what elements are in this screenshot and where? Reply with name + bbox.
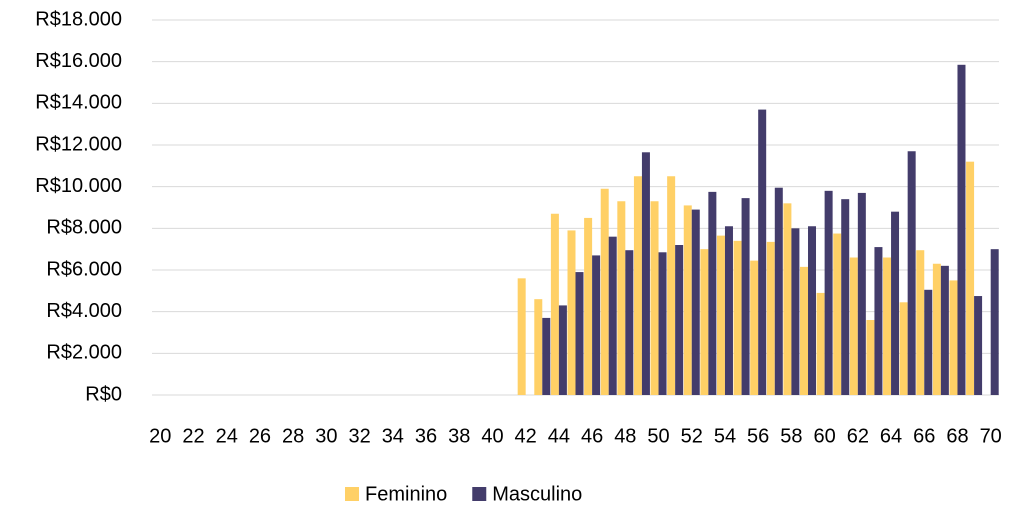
- bar: [833, 233, 842, 395]
- bar: [990, 249, 999, 395]
- bar: [824, 190, 833, 395]
- legend-label: Masculino: [492, 483, 582, 505]
- bar: [700, 249, 709, 395]
- bar: [683, 205, 692, 395]
- bar: [675, 245, 684, 395]
- x-tick-label: 60: [813, 425, 835, 447]
- bar: [841, 199, 850, 395]
- x-tick-label: 30: [315, 425, 337, 447]
- bar: [658, 252, 667, 395]
- bar: [866, 320, 875, 395]
- legend-swatch: [345, 487, 359, 501]
- bar: [592, 255, 601, 395]
- x-tick-label: 40: [481, 425, 503, 447]
- bar: [899, 302, 908, 395]
- x-tick-label: 66: [913, 425, 935, 447]
- bar: [916, 250, 925, 395]
- y-tick-label: R$10.000: [35, 175, 122, 197]
- bar: [974, 296, 983, 395]
- x-tick-label: 36: [415, 425, 437, 447]
- y-tick-label: R$8.000: [46, 217, 122, 239]
- bar: [558, 305, 567, 395]
- x-tick-label: 32: [348, 425, 370, 447]
- bar: [758, 109, 767, 395]
- bar: [517, 278, 526, 395]
- x-tick-label: 48: [614, 425, 636, 447]
- bar: [633, 176, 642, 395]
- bar: [575, 272, 584, 395]
- bar: [816, 292, 825, 395]
- x-tick-label: 56: [747, 425, 769, 447]
- y-tick-label: R$12.000: [35, 133, 122, 155]
- bar: [774, 187, 783, 395]
- x-tick-label: 58: [780, 425, 802, 447]
- bar: [691, 209, 700, 395]
- bar: [542, 317, 551, 395]
- bar: [741, 198, 750, 395]
- bar: [849, 257, 858, 395]
- bar: [567, 230, 576, 395]
- x-tick-label: 34: [382, 425, 404, 447]
- bar: [924, 289, 933, 395]
- bar: [641, 152, 650, 395]
- x-tick-label: 28: [282, 425, 304, 447]
- bar: [716, 235, 725, 395]
- x-tick-label: 52: [681, 425, 703, 447]
- x-tick-label: 22: [182, 425, 204, 447]
- bar: [800, 266, 809, 395]
- x-tick-label: 62: [847, 425, 869, 447]
- x-tick-label: 26: [249, 425, 271, 447]
- bar: [617, 201, 626, 395]
- bar: [857, 192, 866, 395]
- bar: [600, 188, 609, 395]
- x-tick-label: 54: [714, 425, 736, 447]
- bar: [724, 226, 733, 395]
- legend-label: Feminino: [365, 483, 447, 505]
- y-tick-label: R$0: [85, 383, 122, 405]
- bar: [534, 299, 543, 395]
- bar: [808, 226, 817, 395]
- bar: [783, 203, 792, 395]
- bar: [957, 64, 966, 396]
- bar: [891, 211, 900, 395]
- bar: [883, 257, 892, 395]
- x-tick-label: 50: [647, 425, 669, 447]
- y-tick-label: R$14.000: [35, 92, 122, 114]
- y-tick-label: R$18.000: [35, 8, 122, 30]
- x-tick-label: 64: [880, 425, 902, 447]
- bar: [966, 161, 975, 395]
- x-tick-label: 42: [515, 425, 537, 447]
- bar: [766, 241, 775, 395]
- bar: [584, 217, 593, 395]
- y-tick-label: R$16.000: [35, 50, 122, 72]
- bar: [708, 191, 717, 395]
- bar: [608, 236, 617, 395]
- x-tick-label: 44: [548, 425, 570, 447]
- x-tick-label: 38: [448, 425, 470, 447]
- bar: [550, 213, 559, 395]
- x-tick-label: 46: [581, 425, 603, 447]
- bar: [791, 228, 800, 395]
- bar: [932, 263, 941, 395]
- x-tick-label: 20: [149, 425, 171, 447]
- y-tick-label: R$2.000: [46, 342, 122, 364]
- bar: [667, 176, 676, 395]
- y-tick-label: R$4.000: [46, 300, 122, 322]
- bar: [874, 247, 883, 395]
- bar: [625, 250, 634, 395]
- legend-swatch: [472, 487, 487, 501]
- bar: [907, 151, 916, 395]
- bar: [650, 201, 659, 395]
- x-tick-label: 24: [216, 425, 238, 447]
- bar: [940, 265, 949, 395]
- bar: [949, 280, 958, 395]
- x-tick-label: 70: [980, 425, 1002, 447]
- x-tick-label: 68: [946, 425, 968, 447]
- bar: [750, 260, 759, 395]
- y-tick-label: R$6.000: [46, 258, 122, 280]
- bar: [733, 240, 742, 395]
